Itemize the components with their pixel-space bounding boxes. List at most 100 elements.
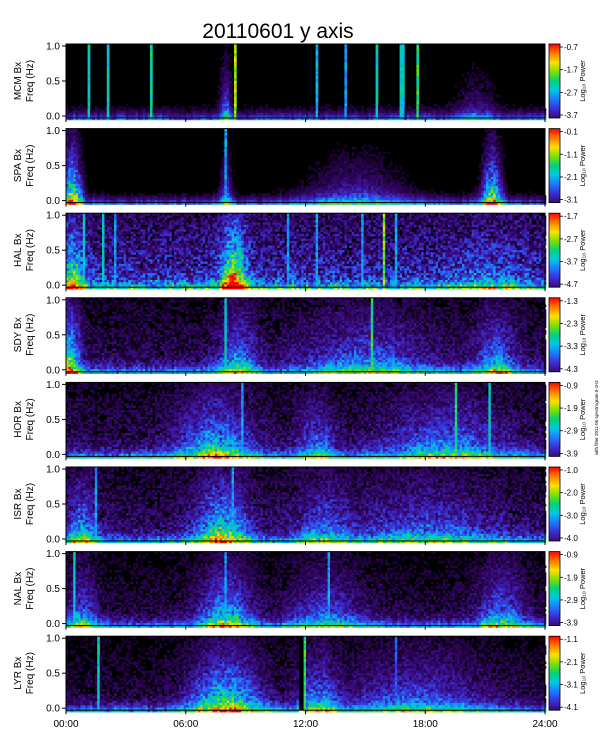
y-tick-label: 0.0 <box>46 450 60 461</box>
y-tick-label: 0.0 <box>46 281 60 292</box>
colorbar-label: Log₁₀ Power <box>578 652 587 694</box>
colorbar-tick-label: -2.3 <box>564 319 578 328</box>
colorbar-label: Log₁₀ Power <box>578 314 587 356</box>
colorbar-tick-label: -4.0 <box>564 534 578 543</box>
colorbar-tick-label: -4.1 <box>564 703 578 712</box>
colorbar <box>548 466 561 542</box>
side-note: with filter 2011-06 spectrogram 0-1Hz <box>594 380 599 455</box>
colorbar-tick-label: -2.1 <box>564 173 578 182</box>
y-tick-label: 1.0 <box>46 549 60 560</box>
colorbar-label: Log₁₀ Power <box>578 398 587 440</box>
colorbar <box>548 212 561 288</box>
y-tick-label: 0.5 <box>46 246 60 257</box>
colorbar-label: Log₁₀ Power <box>578 567 587 609</box>
colorbar-tick-label: -1.1 <box>564 150 578 159</box>
colorbar-label: Log₁₀ Power <box>578 144 587 186</box>
colorbar-tick-label: -0.9 <box>564 551 578 560</box>
y-tick-label: 0.5 <box>46 161 60 172</box>
panel-hor: 1.0 0.5 0.0 HOR Bx Freq (Hz) -0.9 -1.9 -2.9 -3.9… <box>13 380 587 461</box>
panel-isr: 1.0 0.5 0.0 ISR Bx Freq (Hz) -1.0 -2.0 -3.0 -4.0… <box>13 465 587 546</box>
panel-lyr: 1.0 0.5 0.0 LYR Bx Freq (Hz) -1.1 -2.1 -3.1 -4.1… <box>13 634 587 715</box>
y-tick-label: 0.5 <box>46 415 60 426</box>
y-tick-label: 0.5 <box>46 500 60 511</box>
y-tick-label: 1.0 <box>46 42 60 53</box>
y-axis-label: LYR Bx <box>13 657 24 690</box>
y-tick-label: 1.0 <box>46 634 60 645</box>
y-tick-label: 0.0 <box>46 365 60 376</box>
spectrogram-cells <box>66 44 547 121</box>
y-axis-unit-label: Freq (Hz) <box>25 314 36 356</box>
y-tick-label: 0.5 <box>46 669 60 680</box>
colorbar <box>548 551 561 626</box>
panel-nal: 1.0 0.5 0.0 NAL Bx Freq (Hz) -0.9 -1.9 -2.9 -3.9… <box>13 549 587 630</box>
y-axis-unit-label: Freq (Hz) <box>25 398 36 440</box>
panel-hal: 1.0 0.5 0.0 HAL Bx Freq (Hz) -1.7 -2.7 -3.7 -4.7… <box>13 211 587 292</box>
colorbar <box>548 128 561 204</box>
y-axis-label: SDY Bx <box>13 317 24 352</box>
colorbar-tick-label: -3.0 <box>564 511 578 520</box>
colorbar-tick-label: -0.7 <box>564 43 578 52</box>
colorbar-tick-label: -2.7 <box>564 235 578 244</box>
y-tick-label: 0.5 <box>46 77 60 88</box>
colorbar-label: Log₁₀ Power <box>578 60 587 102</box>
colorbar-tick-label: -2.1 <box>564 658 578 667</box>
y-tick-label: 0.5 <box>46 330 60 341</box>
colorbar-tick-label: -1.3 <box>564 297 578 306</box>
y-axis-label: ISR Bx <box>13 488 24 519</box>
y-axis-label: MCM Bx <box>13 62 24 100</box>
y-axis-label: NAL Bx <box>13 572 24 606</box>
y-axis-unit-label: Freq (Hz) <box>25 229 36 271</box>
y-axis-unit-label: Freq (Hz) <box>25 483 36 525</box>
colorbar-tick-label: -4.3 <box>564 365 578 374</box>
y-tick-label: 1.0 <box>46 211 60 222</box>
spectrogram-cells <box>66 213 547 290</box>
colorbar-tick-label: -1.7 <box>564 66 578 75</box>
colorbar-tick-label: -3.7 <box>564 111 578 120</box>
colorbar-tick-label: -2.7 <box>564 88 578 97</box>
x-tick-label: 24:00 <box>532 719 557 730</box>
y-tick-label: 0.0 <box>46 535 60 546</box>
panels: 1.0 0.5 0.0 MCM Bx Freq (Hz) -0.7 -1.7 -2.7 -3.7… <box>13 42 587 715</box>
colorbar-tick-label: -3.9 <box>564 449 578 458</box>
colorbar-tick-label: -1.1 <box>564 635 578 644</box>
colorbar <box>548 43 561 119</box>
y-tick-label: 1.0 <box>46 465 60 476</box>
y-tick-label: 0.0 <box>46 196 60 207</box>
figure-title: 20110601 y axis <box>202 20 353 43</box>
y-tick-label: 1.0 <box>46 126 60 137</box>
panel-sdy: 1.0 0.5 0.0 SDY Bx Freq (Hz) -1.3 -2.3 -3.3 -4.3… <box>13 295 587 376</box>
y-axis-label: SPA Bx <box>13 149 24 182</box>
colorbar-tick-label: -3.3 <box>564 342 578 351</box>
y-tick-label: 0.0 <box>46 619 60 630</box>
colorbar-tick-label: -3.1 <box>564 681 578 690</box>
y-tick-label: 0.0 <box>46 704 60 715</box>
colorbar-tick-label: -3.7 <box>564 258 578 267</box>
colorbar-tick-label: -0.1 <box>564 128 578 137</box>
colorbar-tick-label: -2.0 <box>564 489 578 498</box>
colorbar <box>548 635 561 711</box>
y-tick-label: 0.5 <box>46 584 60 595</box>
x-axis: 00:00 06:00 12:00 18:00 24:00 <box>53 719 557 730</box>
spectrogram-cells <box>66 467 547 544</box>
y-axis-label: HOR Bx <box>13 401 24 438</box>
x-tick-label: 06:00 <box>173 719 198 730</box>
spectrogram-cells <box>66 297 547 374</box>
colorbar-tick-label: -4.7 <box>564 280 578 289</box>
panel-mcm: 1.0 0.5 0.0 MCM Bx Freq (Hz) -0.7 -1.7 -2.7 -3.7… <box>13 42 587 123</box>
y-tick-label: 1.0 <box>46 295 60 306</box>
colorbar-tick-label: -2.9 <box>564 427 578 436</box>
colorbar-tick-label: -1.9 <box>564 573 578 582</box>
colorbar-tick-label: -1.0 <box>564 466 578 475</box>
y-axis-unit-label: Freq (Hz) <box>25 652 36 694</box>
spectrogram-cells <box>66 382 547 459</box>
spectrogram-cells <box>66 551 547 628</box>
panel-spa: 1.0 0.5 0.0 SPA Bx Freq (Hz) -0.1 -1.1 -2.1 -3.1… <box>13 126 587 207</box>
colorbar-tick-label: -2.9 <box>564 596 578 605</box>
colorbar <box>548 297 561 373</box>
x-tick-label: 00:00 <box>53 719 78 730</box>
y-tick-label: 0.0 <box>46 112 60 123</box>
colorbar-tick-label: -3.1 <box>564 196 578 205</box>
colorbar-tick-label: -1.7 <box>564 212 578 221</box>
colorbar-tick-label: -0.9 <box>564 381 578 390</box>
